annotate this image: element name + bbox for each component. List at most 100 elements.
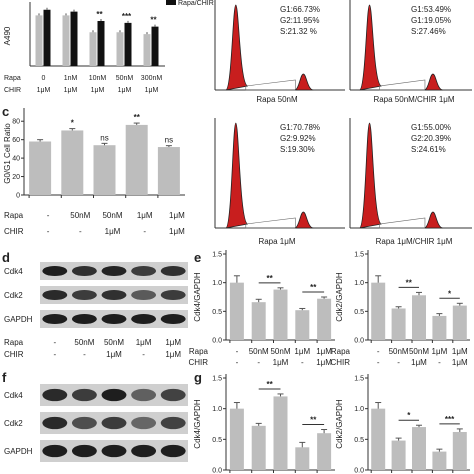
g0g1-sig-label: * bbox=[71, 119, 75, 128]
blot-d-rapa-value: 50nM bbox=[104, 338, 124, 347]
flow-g2-peak bbox=[295, 73, 314, 91]
g0g1-ytick-label: 60 bbox=[12, 137, 20, 144]
blot-f-band bbox=[101, 416, 127, 430]
a490-bar bbox=[62, 15, 70, 66]
g0g1-sig-label: ns bbox=[100, 133, 108, 142]
blot-f-band bbox=[42, 388, 68, 402]
flow-caption: Rapa 1μM/CHIR 1μM bbox=[376, 237, 453, 246]
flow-stat-text: G1:55.00% bbox=[411, 123, 451, 132]
g0g1-rapa-value: 50nM bbox=[70, 211, 90, 220]
flow-stat-text: G2:11.95% bbox=[280, 16, 319, 25]
blot-d-chir-value: - bbox=[142, 350, 145, 359]
e_cdk2-chir-value: - bbox=[377, 358, 380, 367]
blot-d-band bbox=[42, 289, 68, 301]
g_cdk4-bar bbox=[229, 408, 244, 470]
g0g1-ytick-label: 40 bbox=[12, 156, 20, 163]
e_cdk2-chir-value: - bbox=[438, 358, 441, 367]
g0g1-row-label-chir: CHIR bbox=[4, 227, 24, 236]
g0g1-ytick-label: 20 bbox=[12, 174, 20, 181]
a490-category-label: 1nM bbox=[64, 75, 78, 82]
flow-stat-text: G1:66.73% bbox=[280, 5, 320, 14]
e_cdk4-rapa-value: 1μM bbox=[294, 347, 310, 356]
e_cdk4-chir-value: 1μM bbox=[316, 358, 332, 367]
a490-category-label: 50nM bbox=[116, 75, 134, 82]
flow-stat-text: G2:9.92% bbox=[280, 134, 316, 143]
blot-d-band bbox=[160, 265, 186, 277]
flow-stat-text: G1:53.49% bbox=[411, 5, 451, 14]
e_cdk2-bar bbox=[432, 315, 447, 340]
e_cdk4-bar bbox=[229, 282, 244, 340]
g_cdk2-sig-label: *** bbox=[445, 415, 455, 424]
e_cdk4-bar bbox=[273, 289, 288, 340]
a490-chir-value: 1μM bbox=[118, 87, 132, 94]
e_cdk2-sig-label: * bbox=[448, 289, 452, 298]
g_cdk2-sig-label: * bbox=[407, 411, 411, 420]
blot-d-band bbox=[131, 289, 157, 301]
flow-caption: Rapa 50nM bbox=[256, 95, 298, 104]
g0g1-bar bbox=[61, 130, 84, 195]
e_cdk2-ylabel: Cdk2/GAPDH bbox=[335, 272, 344, 322]
blot-f-band-label: Cdk2 bbox=[4, 419, 23, 428]
blot-d-chir-value: - bbox=[83, 350, 86, 359]
flow-g2-peak bbox=[424, 211, 444, 229]
blot-f-band bbox=[71, 416, 97, 430]
e_cdk4-rapa-value: - bbox=[236, 347, 239, 356]
blot-d-band bbox=[42, 313, 68, 325]
flow-caption: Rapa 50nM/CHIR 1μM bbox=[373, 95, 454, 104]
a490-bar bbox=[89, 32, 97, 66]
g0g1-rapa-value: 1μM bbox=[169, 211, 185, 220]
blot-f-band bbox=[42, 416, 68, 430]
a490-row-label-chir: CHIR bbox=[4, 87, 21, 94]
blot-f-band bbox=[42, 444, 68, 458]
g_cdk4-bar bbox=[295, 447, 310, 470]
g_cdk4-bar bbox=[273, 396, 288, 470]
a490-chir-value: 1μM bbox=[145, 87, 159, 94]
g0g1-rapa-value: - bbox=[47, 211, 50, 220]
g_cdk4-ytick-label: 1.5 bbox=[212, 376, 222, 383]
legend-label: Rapa/CHIR bbox=[178, 0, 214, 7]
blot-d-band bbox=[42, 265, 68, 277]
flow-caption: Rapa 1μM bbox=[258, 237, 295, 246]
g_cdk4-sig-label: ** bbox=[310, 416, 317, 425]
e_cdk2-bar bbox=[452, 305, 467, 340]
blot-d-row-label-rapa: Rapa bbox=[4, 338, 24, 347]
flow-stat-text: G1:19.05% bbox=[411, 16, 451, 25]
blot-d-band bbox=[131, 313, 157, 325]
panel-letter-e: e bbox=[194, 250, 201, 265]
e_cdk4-chir-value: - bbox=[236, 358, 239, 367]
g_cdk2-ytick-label: 1.5 bbox=[354, 376, 364, 383]
e_cdk4-chir-value: - bbox=[301, 358, 304, 367]
a490-bar bbox=[43, 9, 51, 66]
a490-bar bbox=[124, 22, 132, 66]
a490-sig-label: ** bbox=[96, 10, 103, 19]
e_cdk2-chir-value: 1μM bbox=[452, 358, 468, 367]
blot-d-band bbox=[101, 265, 127, 277]
e_cdk2-rapa-value: 1μM bbox=[452, 347, 468, 356]
g0g1-rapa-value: 1μM bbox=[137, 211, 153, 220]
flow-s-phase bbox=[245, 217, 296, 229]
flow-s-phase bbox=[379, 79, 426, 91]
blot-d-band bbox=[101, 313, 127, 325]
e_cdk4-ylabel: Cdk4/GAPDH bbox=[193, 272, 202, 322]
e_cdk4-bar bbox=[251, 302, 266, 340]
blot-d-rapa-value: 1μM bbox=[165, 338, 181, 347]
flow-g2-peak bbox=[424, 73, 444, 91]
blot-d-band bbox=[131, 265, 157, 277]
e_cdk2-rapa-value: - bbox=[377, 347, 380, 356]
e_cdk2-ytick-label: 1.5 bbox=[354, 252, 364, 259]
a490-chir-value: 1μM bbox=[37, 87, 51, 94]
g_cdk2-ytick-label: 0.5 bbox=[354, 437, 364, 444]
g_cdk4-ytick-label: 0.5 bbox=[212, 437, 222, 444]
e_cdk2-bar bbox=[371, 282, 386, 340]
e_cdk4-row-label-chir: CHIR bbox=[188, 358, 208, 367]
a490-bar bbox=[35, 15, 43, 66]
e_cdk4-row-label-rapa: Rapa bbox=[189, 347, 209, 356]
a490-bar bbox=[70, 11, 78, 66]
e_cdk2-bar bbox=[391, 308, 406, 340]
blot-f-band-label: Cdk4 bbox=[4, 391, 23, 400]
blot-d-rapa-value: 1μM bbox=[136, 338, 152, 347]
flow-stat-text: S:27.46% bbox=[411, 27, 446, 36]
g0g1-chir-value: 1μM bbox=[169, 227, 185, 236]
e_cdk4-sig-label: ** bbox=[310, 283, 317, 292]
e_cdk2-rapa-value: 50nM bbox=[409, 347, 429, 356]
